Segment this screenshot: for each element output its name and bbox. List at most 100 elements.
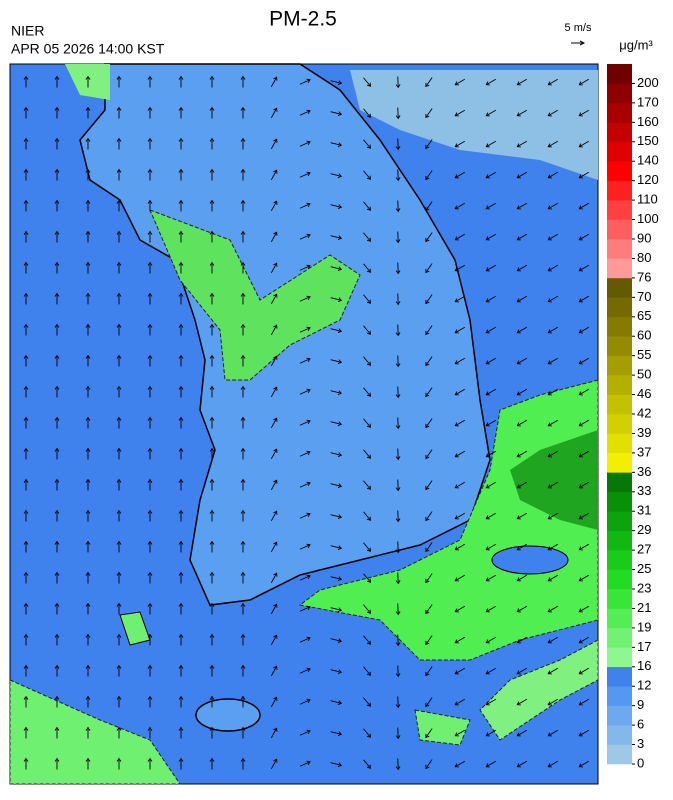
colorbar-tick-label: 12 [637,678,651,693]
wind-arrow [270,200,278,212]
wind-arrow [270,758,278,770]
wind-arrow [516,636,527,644]
wind-arrow [116,292,122,305]
wind-arrow [178,509,184,522]
wind-arrow [547,109,558,117]
wind-arrow [547,760,558,768]
wind-arrow [147,447,153,460]
wind-arrow [395,541,401,554]
wind-arrow [147,230,153,243]
wind-arrow [209,664,215,677]
wind-arrow [395,572,401,585]
wind-arrow [395,727,401,740]
wind-arrow [270,293,278,305]
colorbar-tick-label: 50 [637,367,651,382]
wind-arrow [363,170,372,180]
wind-field [23,75,589,771]
wind-arrow [330,359,343,364]
wind-arrow [395,665,401,678]
wind-arrow [425,542,433,553]
wind-arrow [178,261,184,274]
map [9,63,599,785]
wind-arrow [547,171,558,179]
wind-arrow [454,109,465,117]
wind-arrow [578,481,589,489]
wind-arrow [270,510,278,522]
wind-arrow [395,417,401,430]
wind-arrow [178,354,184,367]
wind-arrow [178,292,184,305]
wind-arrow [240,726,246,739]
wind-arrow [116,695,122,708]
wind-arrow [299,202,311,209]
wind-arrow [425,511,433,522]
colorbar-band [607,239,632,259]
wind-arrow [85,509,91,522]
colorbar-tick-label: 65 [637,308,651,323]
wind-arrow [485,264,496,272]
wind-arrow [485,419,496,427]
colorbar-band [607,666,632,687]
wind-arrow [240,447,246,460]
wind-arrow [54,292,60,305]
wind-arrow [85,478,91,491]
wind-arrow [363,356,372,366]
wind-arrow [54,664,60,677]
wind-arrow [240,168,246,181]
wind-arrow [209,354,215,367]
wind-arrow [516,202,527,210]
wind-arrow [425,356,433,367]
wind-arrow [240,323,246,336]
wind-arrow [485,78,496,86]
colorbar-tick-label: 17 [637,639,651,654]
wind-arrow [425,573,433,584]
wind-arrow [178,757,184,770]
wind-arrow [454,326,465,334]
wind-arrow [147,199,153,212]
wind-arrow [85,75,91,88]
wind-arrow [330,297,343,302]
wind-arrow [547,295,558,303]
wind-arrow [578,574,589,582]
wind-arrow [240,540,246,553]
wind-arrow [299,388,311,395]
wind-arrow [578,357,589,365]
wind-arrow [178,199,184,212]
wind-arrow [454,729,465,737]
colorbar-tick-label: 36 [637,464,651,479]
colorbar-band [607,141,632,162]
colorbar-band [607,102,632,123]
wind-arrow [85,633,91,646]
wind-arrow [330,421,343,426]
wind-arrow [454,264,465,272]
wind-arrow [54,168,60,181]
wind-arrow [147,757,153,770]
wind-arrow [240,416,246,429]
wind-arrow [270,696,278,708]
wind-arrow [425,232,433,243]
wind-arrow [299,760,311,767]
wind-arrow [23,726,29,739]
wind-arrow [516,388,527,396]
wind-arrow [240,509,246,522]
wind-arrow [395,169,401,182]
colorbar-tick-label: 19 [637,619,651,634]
wind-arrow [23,292,29,305]
wind-arrow [547,698,558,706]
wind-arrow [516,419,527,427]
wind-arrow [116,137,122,150]
wind-arrow [547,605,558,613]
wind-arrow [85,168,91,181]
wind-arrow [425,325,433,336]
wind-arrow [270,727,278,739]
wind-arrow [299,78,311,85]
wind-arrow [485,326,496,334]
wind-arrow [209,323,215,336]
wind-arrow [547,481,558,489]
colorbar-band [607,550,632,570]
wind-arrow [485,729,496,737]
colorbar-tick-label: 70 [637,289,651,304]
north-green [65,64,110,100]
wind-arrow [425,387,433,398]
colorbar-band [607,375,632,395]
